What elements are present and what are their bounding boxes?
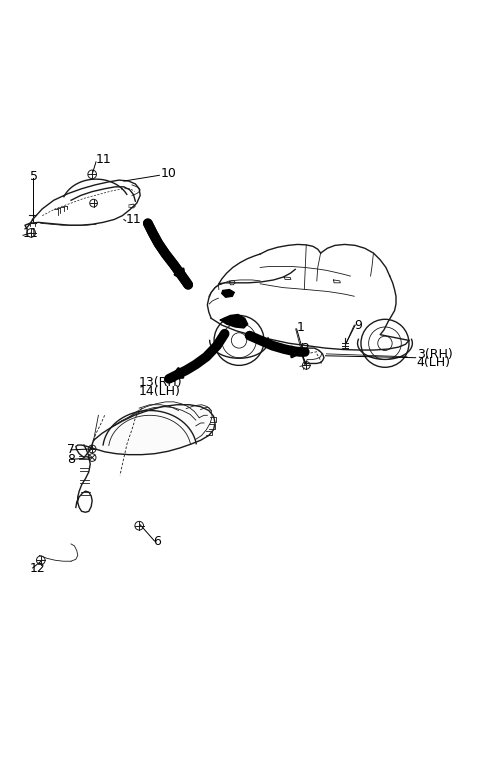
Polygon shape bbox=[220, 315, 248, 328]
Text: 12: 12 bbox=[30, 563, 46, 575]
Text: 11: 11 bbox=[23, 227, 39, 240]
Text: 13(RH): 13(RH) bbox=[138, 376, 182, 389]
Polygon shape bbox=[222, 290, 234, 298]
Text: 11: 11 bbox=[126, 213, 142, 226]
Text: 4(LH): 4(LH) bbox=[417, 356, 451, 369]
Text: 14(LH): 14(LH) bbox=[138, 385, 180, 398]
Text: 10: 10 bbox=[161, 167, 177, 180]
Text: 6: 6 bbox=[153, 535, 160, 547]
Text: 9: 9 bbox=[354, 318, 362, 332]
Text: 3(RH): 3(RH) bbox=[417, 349, 452, 361]
Text: 8: 8 bbox=[67, 453, 75, 466]
Text: 2: 2 bbox=[301, 342, 309, 355]
Polygon shape bbox=[76, 405, 215, 458]
Text: 11: 11 bbox=[96, 153, 112, 166]
Text: 7: 7 bbox=[67, 444, 75, 456]
Text: 1: 1 bbox=[297, 322, 304, 335]
Text: 5: 5 bbox=[30, 170, 38, 182]
